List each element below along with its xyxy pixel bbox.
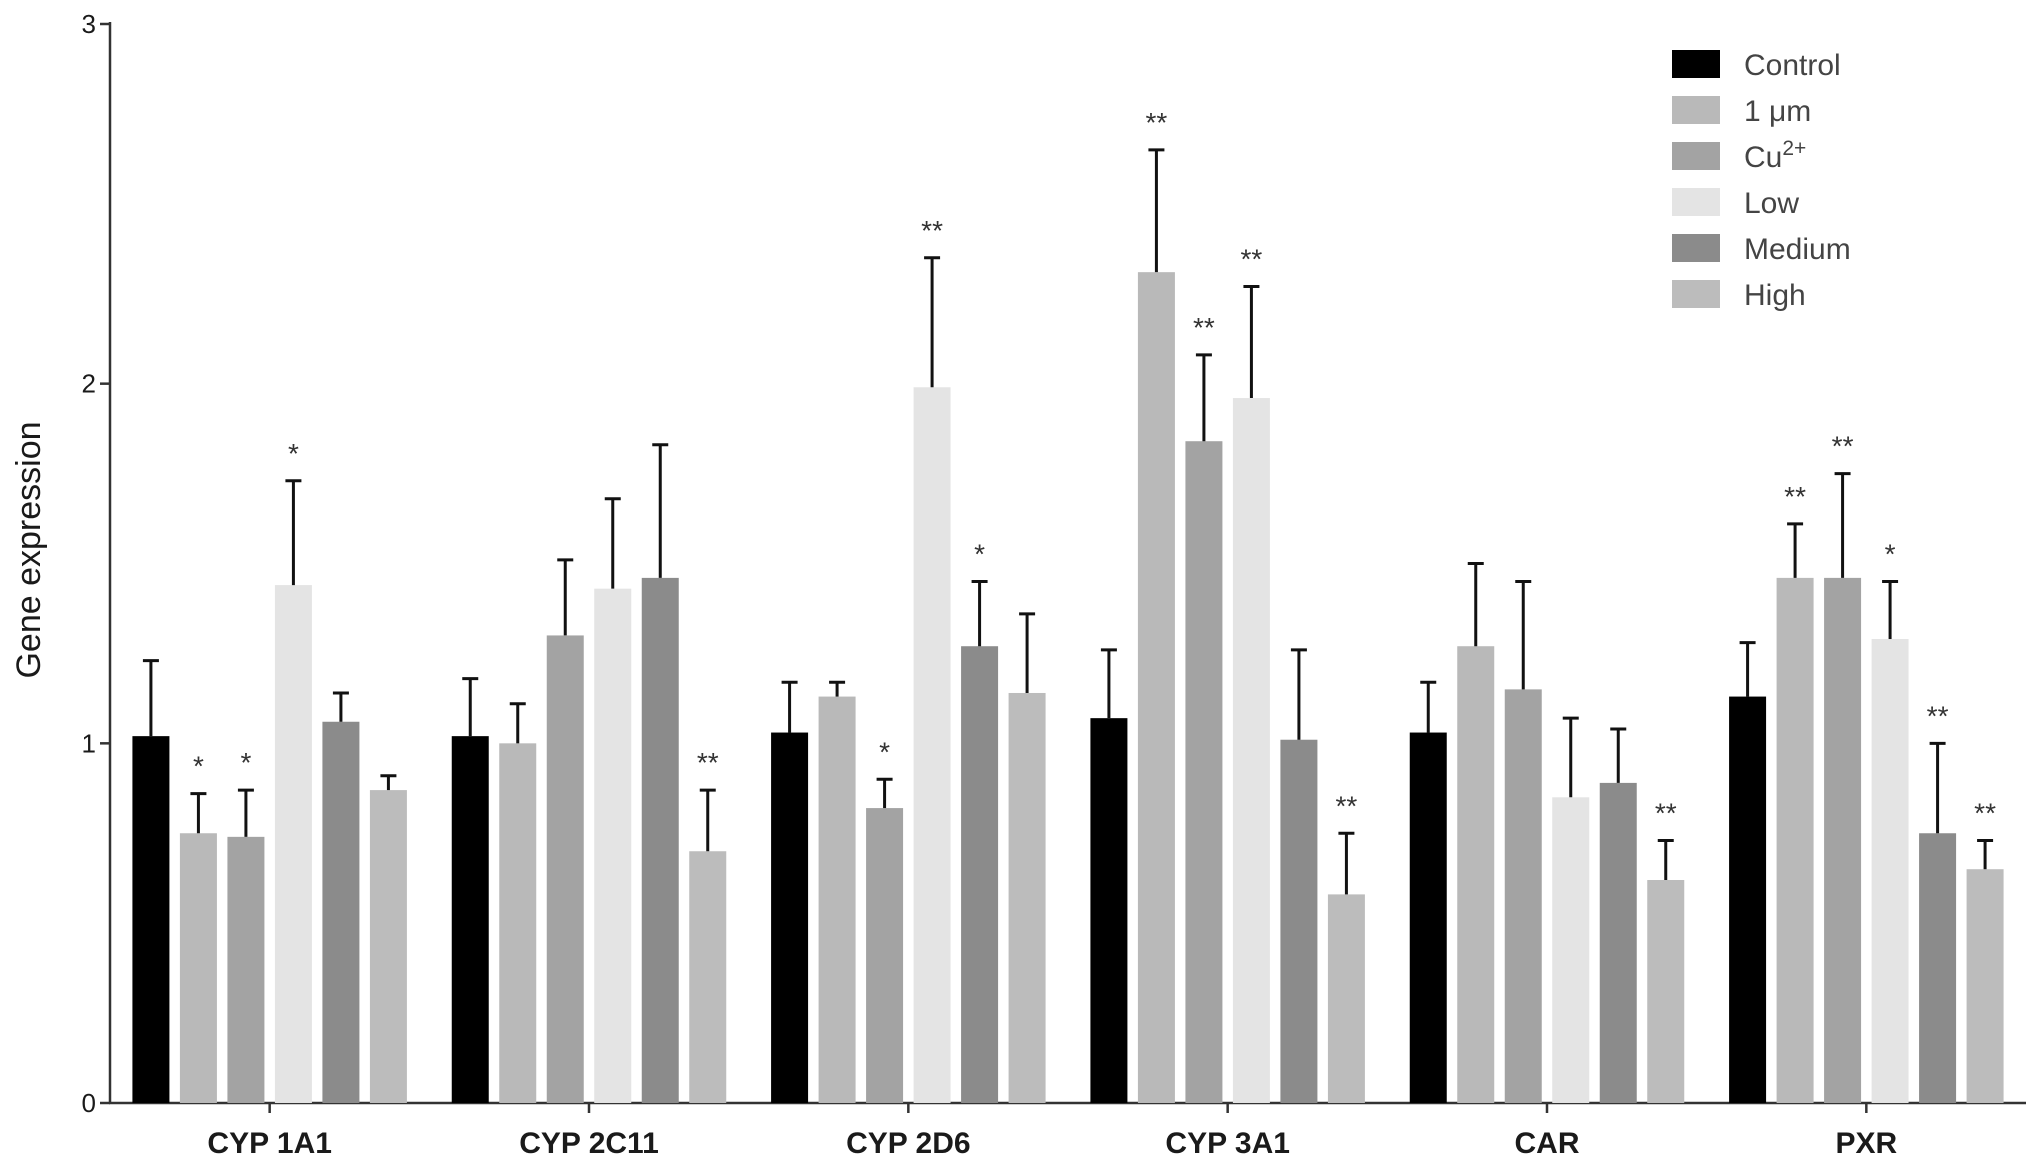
bar <box>1599 782 1637 1103</box>
bar <box>1457 646 1495 1103</box>
legend-swatch <box>1672 142 1720 170</box>
significance-label: * <box>1885 538 1896 569</box>
x-tick-label: CYP 3A1 <box>1165 1127 1290 1160</box>
legend-swatch <box>1672 96 1720 124</box>
legend-swatch <box>1672 280 1720 308</box>
significance-label: * <box>240 747 251 778</box>
bar <box>1919 833 1957 1103</box>
x-tick-label: CYP 1A1 <box>207 1127 332 1160</box>
significance-label: ** <box>1974 797 1996 828</box>
legend-label: High <box>1744 279 1806 312</box>
significance-label: ** <box>1832 431 1854 462</box>
significance-label: ** <box>1336 790 1358 821</box>
legend-label: 1 μm <box>1744 95 1811 128</box>
bar <box>641 577 679 1103</box>
x-tick-label: PXR <box>1835 1127 1897 1160</box>
x-tick-label: CYP 2C11 <box>519 1127 659 1160</box>
bar <box>1871 639 1909 1103</box>
legend-swatch <box>1672 50 1720 78</box>
significance-label: ** <box>1927 700 1949 731</box>
bar <box>1824 577 1862 1103</box>
bar <box>1090 718 1128 1103</box>
bar <box>961 646 999 1103</box>
bar <box>1327 894 1365 1103</box>
bar <box>1504 689 1542 1103</box>
x-tick-label: CYP 2D6 <box>846 1127 971 1160</box>
bar <box>1008 692 1046 1103</box>
bar <box>818 696 856 1103</box>
significance-label: * <box>288 438 299 469</box>
bar <box>227 836 265 1103</box>
y-tick-label: 3 <box>82 9 96 39</box>
bar <box>594 588 632 1103</box>
bar <box>866 808 904 1103</box>
bar <box>132 736 170 1103</box>
significance-label: ** <box>1784 481 1806 512</box>
bar <box>179 833 217 1103</box>
legend-label: Low <box>1744 187 1799 220</box>
bar <box>1185 441 1223 1103</box>
bar <box>1966 869 2004 1103</box>
legend-label: Cu2+ <box>1744 137 1806 174</box>
bar <box>451 736 489 1103</box>
bar <box>1280 739 1318 1103</box>
bar <box>369 790 407 1103</box>
legend-label: Control <box>1744 49 1841 82</box>
y-axis-label: Gene expression <box>10 421 48 678</box>
bar <box>1137 272 1175 1103</box>
significance-label: ** <box>1146 107 1168 138</box>
labels-layer: CYP 1A1* **CYP 2C11**CYP 2D6****CYP 3A1**… <box>193 107 1996 1160</box>
bar <box>1409 732 1447 1103</box>
y-tick-label: 2 <box>82 369 96 399</box>
significance-label: ** <box>1655 797 1677 828</box>
bar <box>1776 577 1814 1103</box>
bar <box>1552 797 1590 1103</box>
legend-swatch <box>1672 188 1720 216</box>
legend-label: Medium <box>1744 233 1851 266</box>
bar <box>1647 880 1685 1103</box>
bar <box>499 743 537 1103</box>
significance-label: ** <box>1193 312 1215 343</box>
bar <box>546 635 584 1103</box>
legend-swatch <box>1672 234 1720 262</box>
y-tick-label: 0 <box>82 1088 96 1118</box>
bar <box>274 585 312 1103</box>
bar <box>689 851 727 1103</box>
x-tick-label: CAR <box>1515 1127 1580 1160</box>
significance-label: ** <box>1241 244 1263 275</box>
bar <box>1729 696 1767 1103</box>
significance-label: * <box>193 751 204 782</box>
significance-label: ** <box>921 215 943 246</box>
bar <box>913 387 951 1104</box>
y-tick-label: 1 <box>82 728 96 758</box>
significance-label: * <box>879 736 890 767</box>
bar <box>771 732 809 1103</box>
significance-label: ** <box>697 747 719 778</box>
bars-layer <box>132 148 2004 1104</box>
bar <box>322 721 360 1103</box>
bar <box>1232 398 1270 1103</box>
legend: Control 1 μm Cu2+ Low Medium High <box>1672 49 1851 312</box>
significance-label: * <box>974 538 985 569</box>
axes: 0 1 2 3 <box>82 9 2026 1118</box>
